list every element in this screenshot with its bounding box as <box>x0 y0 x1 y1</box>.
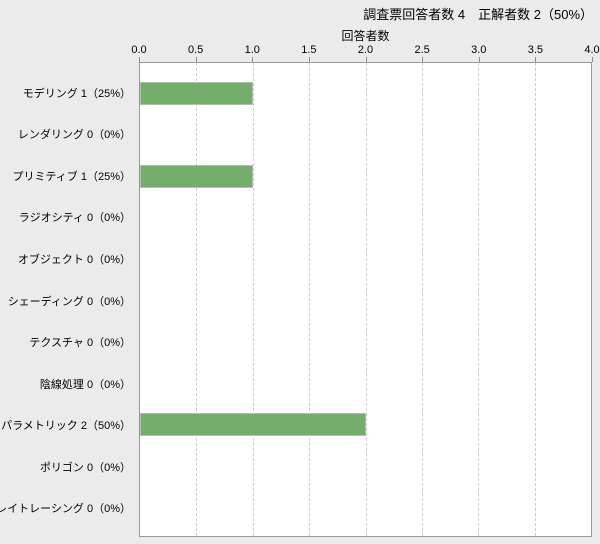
bar-row <box>140 321 591 362</box>
x-tick-label: 2.0 <box>357 44 374 56</box>
x-tick-mark <box>535 57 537 62</box>
bar-row <box>140 363 591 404</box>
category-label: パラメトリック 2（50%） <box>1 420 131 433</box>
gridline <box>534 63 536 536</box>
x-tick-mark <box>592 57 593 62</box>
bar-row <box>140 114 591 155</box>
bar <box>140 413 366 437</box>
x-tick-label: 0.5 <box>187 44 204 56</box>
bar-row <box>140 280 591 321</box>
bar-row <box>140 73 591 114</box>
x-tick-label: 1.5 <box>301 44 317 56</box>
gridline <box>252 63 254 536</box>
bar <box>140 82 253 106</box>
x-tick-label: 3.5 <box>527 44 544 56</box>
x-tick-mark <box>252 57 254 62</box>
bar-row <box>140 156 591 197</box>
x-tick-label: 4.0 <box>584 44 600 56</box>
category-label: 陰線処理 0（0%） <box>39 378 131 391</box>
chart-title: 調査票回答者数 4 正解者数 2（50%） <box>363 7 593 22</box>
gridline <box>196 63 198 536</box>
bar-row <box>140 197 591 238</box>
x-tick-mark <box>308 57 310 62</box>
x-tick-mark <box>422 57 424 62</box>
category-label: オブジェクト 0（0%） <box>17 253 131 266</box>
bar-row <box>140 404 591 445</box>
plot-area <box>139 62 592 537</box>
x-tick-label: 0.0 <box>131 44 147 56</box>
bar-row <box>140 487 591 528</box>
category-label: モデリング 1（25%） <box>22 87 131 100</box>
category-labels: モデリング 1（25%） レンダリング 0（0%） プリミティブ 1（25%） ラジオ… <box>0 62 131 537</box>
category-label: シェーディング 0（0%） <box>7 295 131 308</box>
bar-row <box>140 238 591 279</box>
category-label: レイトレーシング 0（0%） <box>0 503 131 516</box>
gridlines <box>140 63 591 536</box>
x-tick-mark <box>478 57 480 62</box>
category-label: プリミティブ 1（25%） <box>12 170 131 183</box>
gridline <box>421 63 423 536</box>
x-tick-mark <box>365 57 367 62</box>
plot-rows <box>140 63 591 536</box>
category-label: テクスチャ 0（0%） <box>29 337 131 350</box>
gridline <box>309 63 311 536</box>
x-tick-label: 3.0 <box>471 44 487 56</box>
bar-row <box>140 445 591 486</box>
category-label: レンダリング 0（0%） <box>17 129 131 142</box>
category-label: ラジオシティ 0（0%） <box>18 212 131 225</box>
bar <box>140 164 253 188</box>
x-tick-label: 2.5 <box>414 44 430 56</box>
gridline <box>365 63 367 536</box>
x-axis-title: 回答者数 <box>341 29 390 43</box>
x-tick-mark <box>139 57 140 62</box>
x-tick-mark <box>195 57 197 62</box>
x-tick-label: 1.0 <box>244 44 260 56</box>
x-axis: 0.0 0.5 1.0 1.5 2.0 2.5 3.0 3.5 4.0 <box>131 44 600 62</box>
gridline <box>478 63 480 536</box>
category-label: ポリゴン 0（0%） <box>39 461 131 474</box>
